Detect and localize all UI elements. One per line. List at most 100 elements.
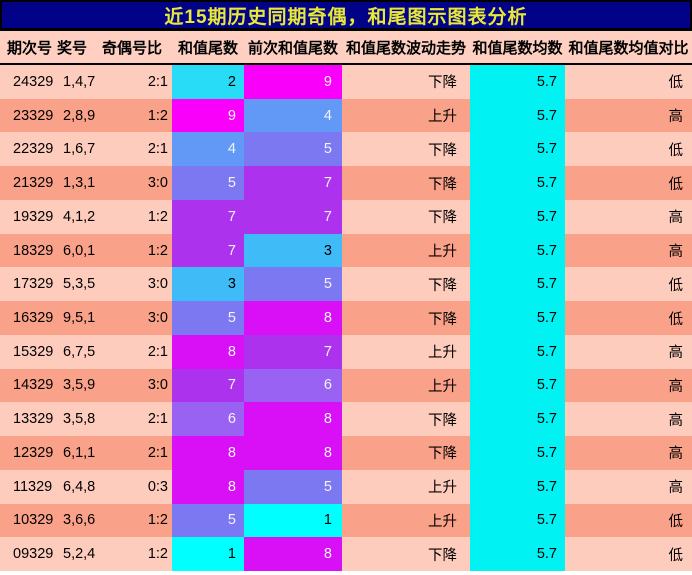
cell-mean: 5.7 (470, 436, 565, 470)
cell-mean: 5.7 (470, 267, 565, 302)
cell-trend: 上升 (342, 233, 470, 268)
table-row: 13329 3,5,8 2:1 6 8 下降 5.7 高 (0, 402, 692, 437)
cell-numbers: 5,3,5 (56, 267, 120, 302)
cell-trend: 下降 (342, 65, 470, 99)
cell-numbers: 3,5,8 (56, 402, 120, 437)
cell-odd-even-ratio: 3:0 (120, 301, 172, 335)
cell-odd-even-ratio: 2:1 (120, 65, 172, 99)
cell-numbers: 1,3,1 (56, 166, 120, 200)
cell-numbers: 6,0,1 (56, 233, 120, 268)
cell-odd-even-ratio: 2:1 (120, 334, 172, 369)
cell-period: 19329 (0, 199, 56, 234)
cell-vs-mean: 低 (565, 301, 692, 335)
cell-mean: 5.7 (470, 233, 565, 268)
cell-period: 16329 (0, 301, 56, 335)
cell-numbers: 1,6,7 (56, 132, 120, 167)
table-row: 19329 4,1,2 1:2 7 7 下降 5.7 高 (0, 199, 692, 234)
cell-vs-mean: 高 (565, 469, 692, 504)
cell-prev-sum-tail: 6 (244, 368, 342, 403)
cell-numbers: 5,2,4 (56, 537, 120, 572)
cell-prev-sum-tail: 7 (244, 334, 342, 369)
cell-mean: 5.7 (470, 503, 565, 538)
table-header: 期次号 奖号 奇偶号比 和值尾数 前次和值尾数 和值尾数波动走势 和值尾数均数 … (0, 31, 692, 65)
cell-sum-tail: 7 (172, 368, 244, 403)
cell-period: 18329 (0, 233, 56, 268)
cell-numbers: 6,4,8 (56, 469, 120, 504)
cell-prev-sum-tail: 8 (244, 537, 342, 572)
cell-odd-even-ratio: 1:2 (120, 98, 172, 133)
table-row: 17329 5,3,5 3:0 3 5 下降 5.7 低 (0, 267, 692, 302)
cell-period: 21329 (0, 166, 56, 200)
table-row: 15329 6,7,5 2:1 8 7 上升 5.7 高 (0, 334, 692, 369)
column-header-odd-even-ratio: 奇偶号比 (101, 39, 162, 57)
cell-prev-sum-tail: 5 (244, 132, 342, 167)
cell-numbers: 3,6,6 (56, 503, 120, 538)
cell-vs-mean: 高 (565, 436, 692, 470)
table-row: 16329 9,5,1 3:0 5 8 下降 5.7 低 (0, 301, 692, 335)
cell-period: 11329 (0, 469, 56, 504)
cell-trend: 下降 (342, 436, 470, 470)
cell-prev-sum-tail: 5 (244, 469, 342, 504)
table-row: 09329 5,2,4 1:2 1 8 下降 5.7 低 (0, 537, 692, 572)
cell-mean: 5.7 (470, 368, 565, 403)
cell-period: 09329 (0, 537, 56, 572)
cell-period: 12329 (0, 436, 56, 470)
cell-odd-even-ratio: 2:1 (120, 132, 172, 167)
cell-trend: 下降 (342, 166, 470, 200)
cell-mean: 5.7 (470, 98, 565, 133)
cell-sum-tail: 6 (172, 402, 244, 437)
cell-prev-sum-tail: 3 (244, 233, 342, 268)
bottom-strip (0, 571, 692, 575)
cell-prev-sum-tail: 8 (244, 301, 342, 335)
table-body: 24329 1,4,7 2:1 2 9 下降 5.7 低 23329 2,8,9 1:2 9 4 上升 5.… (0, 65, 692, 572)
cell-prev-sum-tail: 9 (244, 65, 342, 99)
cell-sum-tail: 5 (172, 301, 244, 335)
cell-odd-even-ratio: 3:0 (120, 267, 172, 302)
cell-sum-tail: 5 (172, 503, 244, 538)
table-row: 14329 3,5,9 3:0 7 6 上升 5.7 高 (0, 368, 692, 403)
cell-trend: 下降 (342, 301, 470, 335)
table-row: 11329 6,4,8 0:3 8 5 上升 5.7 高 (0, 469, 692, 504)
table-row: 24329 1,4,7 2:1 2 9 下降 5.7 低 (0, 65, 692, 99)
cell-sum-tail: 3 (172, 267, 244, 302)
cell-sum-tail: 4 (172, 132, 244, 167)
cell-trend: 下降 (342, 402, 470, 437)
cell-mean: 5.7 (470, 199, 565, 234)
column-header-prev-sum-tail: 前次和值尾数 (247, 39, 338, 57)
cell-trend: 下降 (342, 267, 470, 302)
cell-prev-sum-tail: 4 (244, 98, 342, 133)
cell-sum-tail: 8 (172, 334, 244, 369)
cell-vs-mean: 高 (565, 199, 692, 234)
cell-trend: 下降 (342, 199, 470, 234)
cell-vs-mean: 低 (565, 132, 692, 167)
cell-sum-tail: 2 (172, 65, 244, 99)
cell-sum-tail: 1 (172, 537, 244, 572)
cell-period: 15329 (0, 334, 56, 369)
table-row: 21329 1,3,1 3:0 5 7 下降 5.7 低 (0, 166, 692, 200)
cell-numbers: 1,4,7 (56, 65, 120, 99)
cell-vs-mean: 低 (565, 537, 692, 572)
cell-prev-sum-tail: 7 (244, 166, 342, 200)
column-header-mean: 和值尾数均数 (472, 39, 563, 57)
cell-trend: 下降 (342, 537, 470, 572)
cell-vs-mean: 低 (565, 267, 692, 302)
cell-mean: 5.7 (470, 402, 565, 437)
cell-vs-mean: 高 (565, 233, 692, 268)
cell-odd-even-ratio: 1:2 (120, 199, 172, 234)
cell-odd-even-ratio: 1:2 (120, 503, 172, 538)
cell-prev-sum-tail: 8 (244, 402, 342, 437)
cell-prev-sum-tail: 1 (244, 503, 342, 538)
column-header-trend: 和值尾数波动走势 (345, 39, 466, 57)
cell-odd-even-ratio: 2:1 (120, 436, 172, 470)
cell-vs-mean: 高 (565, 368, 692, 403)
cell-vs-mean: 低 (565, 65, 692, 99)
column-header-vs-mean: 和值尾数均值对比 (568, 39, 689, 57)
cell-sum-tail: 9 (172, 98, 244, 133)
page-title: 近15期历史同期奇偶，和尾图示图表分析 (164, 6, 528, 28)
column-header-sum-tail: 和值尾数 (177, 39, 238, 57)
table-row: 10329 3,6,6 1:2 5 1 上升 5.7 低 (0, 503, 692, 538)
cell-numbers: 9,5,1 (56, 301, 120, 335)
cell-numbers: 4,1,2 (56, 199, 120, 234)
cell-odd-even-ratio: 1:2 (120, 537, 172, 572)
